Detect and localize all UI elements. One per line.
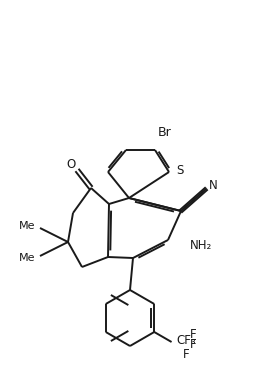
- Text: CF₃: CF₃: [176, 334, 196, 347]
- Text: S: S: [176, 163, 183, 176]
- Text: N: N: [209, 178, 217, 192]
- Text: NH₂: NH₂: [190, 238, 212, 252]
- Text: F: F: [183, 347, 189, 361]
- Text: Me: Me: [19, 253, 35, 263]
- Text: O: O: [66, 158, 76, 171]
- Text: F: F: [190, 327, 196, 341]
- Text: Me: Me: [19, 221, 35, 231]
- Text: F: F: [190, 338, 196, 350]
- Text: Br: Br: [158, 125, 172, 138]
